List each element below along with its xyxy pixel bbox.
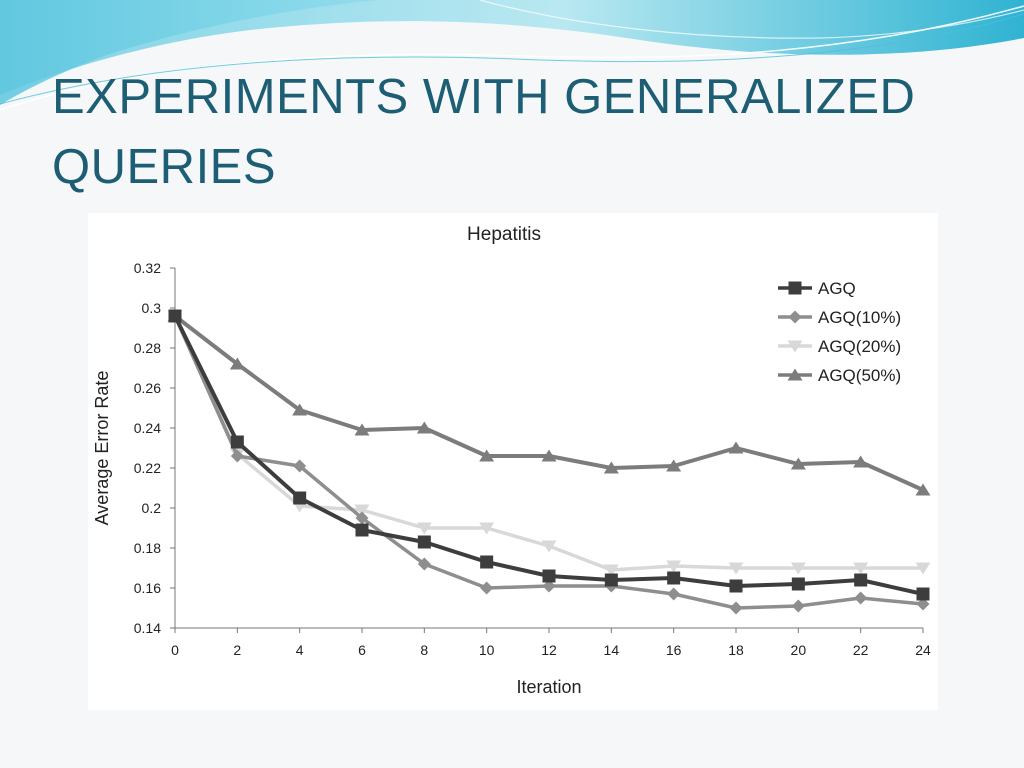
chart-panel: Hepatitis 0.14 0.16 0.18 0.2 0.22 0.24 0.26 0.28… (88, 213, 938, 710)
y-tick-label: 0.24 (134, 420, 161, 436)
data-point-agq-50 (666, 459, 682, 472)
legend-marker (787, 340, 803, 353)
y-tick-label: 0.14 (134, 620, 161, 636)
x-tick-label: 24 (915, 642, 931, 658)
y-tick-label: 0.22 (134, 460, 161, 476)
y-tick-label: 0.2 (142, 500, 162, 516)
data-point-agq-10 (355, 511, 369, 525)
y-axis-label: Average Error Rate (92, 371, 112, 526)
data-point-agq (230, 435, 244, 449)
legend-label: AGQ (818, 279, 856, 298)
line-chart: Hepatitis 0.14 0.16 0.18 0.2 0.22 0.24 0.26 0.28… (92, 224, 931, 697)
data-point-agq-10 (293, 459, 307, 473)
series-agq-50 (167, 309, 931, 496)
legend-label: AGQ(50%) (818, 366, 901, 385)
data-point-agq (604, 573, 618, 587)
data-point-agq-50 (354, 423, 370, 436)
x-tick-label: 0 (171, 642, 179, 658)
data-point-agq-20 (666, 560, 682, 573)
legend-item-agq-10: AGQ(10%) (778, 308, 901, 327)
header-wave-line-3 (479, 0, 1024, 39)
header-wave-back (0, 0, 380, 105)
data-point-agq (480, 555, 494, 569)
y-tick-label: 0.26 (134, 380, 161, 396)
data-point-agq-50 (479, 449, 495, 462)
data-point-agq (729, 579, 743, 593)
data-point-agq-20 (603, 564, 619, 577)
legend-item-agq: AGQ (778, 279, 856, 298)
data-point-agq-50 (541, 449, 557, 462)
data-point-agq-50 (853, 455, 869, 468)
series-agq-10 (168, 309, 930, 615)
y-tick-label: 0.3 (142, 300, 162, 316)
x-tick-label: 4 (296, 642, 304, 658)
slide-title: EXPERIMENTS WITH GENERALIZED QUERIES (52, 70, 916, 194)
x-tick-label: 20 (791, 642, 807, 658)
data-point-agq-20 (541, 540, 557, 553)
data-point-agq-10 (480, 581, 494, 595)
data-point-agq-10 (230, 449, 244, 463)
data-point-agq (355, 523, 369, 537)
data-point-agq-10 (729, 601, 743, 615)
data-point-agq-50 (229, 357, 245, 370)
y-tick-label: 0.16 (134, 580, 161, 596)
header-wave-line-1 (0, 5, 1024, 111)
chart-title: Hepatitis (467, 224, 541, 245)
data-point-agq-50 (790, 457, 806, 470)
data-point-agq-20 (479, 522, 495, 535)
data-point-agq-10 (417, 557, 431, 571)
data-point-agq-10 (791, 599, 805, 613)
legend-item-agq-20: AGQ(20%) (778, 337, 901, 356)
legend-label: AGQ(20%) (818, 337, 901, 356)
data-point-agq (417, 535, 431, 549)
data-point-agq-20 (354, 504, 370, 517)
x-tick-label: 8 (420, 642, 428, 658)
x-tick-label: 12 (541, 642, 557, 658)
data-point-agq-20 (790, 562, 806, 575)
data-point-agq-20 (728, 562, 744, 575)
data-point-agq-10 (667, 587, 681, 601)
data-point-agq (168, 309, 182, 323)
legend-marker (788, 281, 802, 295)
series-agq-20 (167, 310, 931, 577)
data-point-agq-20 (915, 562, 931, 575)
data-point-agq (854, 573, 868, 587)
x-tick-label: 14 (604, 642, 620, 658)
data-point-agq (667, 571, 681, 585)
data-point-agq-50 (416, 421, 432, 434)
data-point-agq-50 (292, 403, 308, 416)
data-point-agq (916, 587, 930, 601)
data-point-agq-10 (854, 591, 868, 605)
data-point-agq (791, 577, 805, 591)
y-tick-label: 0.18 (134, 540, 161, 556)
data-point-agq-20 (853, 562, 869, 575)
legend-marker (787, 368, 803, 381)
data-point-agq-10 (542, 579, 556, 593)
data-point-agq-50 (603, 461, 619, 474)
legend-label: AGQ(10%) (818, 308, 901, 327)
series-agq (168, 309, 930, 601)
x-tick-label: 6 (358, 642, 366, 658)
data-point-agq-50 (728, 441, 744, 454)
legend-marker (788, 310, 802, 324)
header-wave-line-2 (0, 13, 1024, 105)
x-tick-label: 16 (666, 642, 682, 658)
y-tick-label: 0.32 (134, 260, 161, 276)
data-point-agq (542, 569, 556, 583)
data-point-agq-50 (915, 483, 931, 496)
data-point-agq (293, 491, 307, 505)
data-point-agq-10 (916, 597, 930, 611)
y-tick-label: 0.28 (134, 340, 161, 356)
series-line-agq-20 (173, 315, 923, 572)
data-point-agq-20 (416, 522, 432, 535)
x-tick-label: 10 (479, 642, 495, 658)
header-wave-top (0, 0, 1024, 95)
x-axis-label: Iteration (516, 677, 581, 697)
x-tick-label: 2 (233, 642, 241, 658)
legend-item-agq-50: AGQ(50%) (778, 366, 901, 385)
x-tick-label: 22 (853, 642, 869, 658)
x-tick-label: 18 (728, 642, 744, 658)
